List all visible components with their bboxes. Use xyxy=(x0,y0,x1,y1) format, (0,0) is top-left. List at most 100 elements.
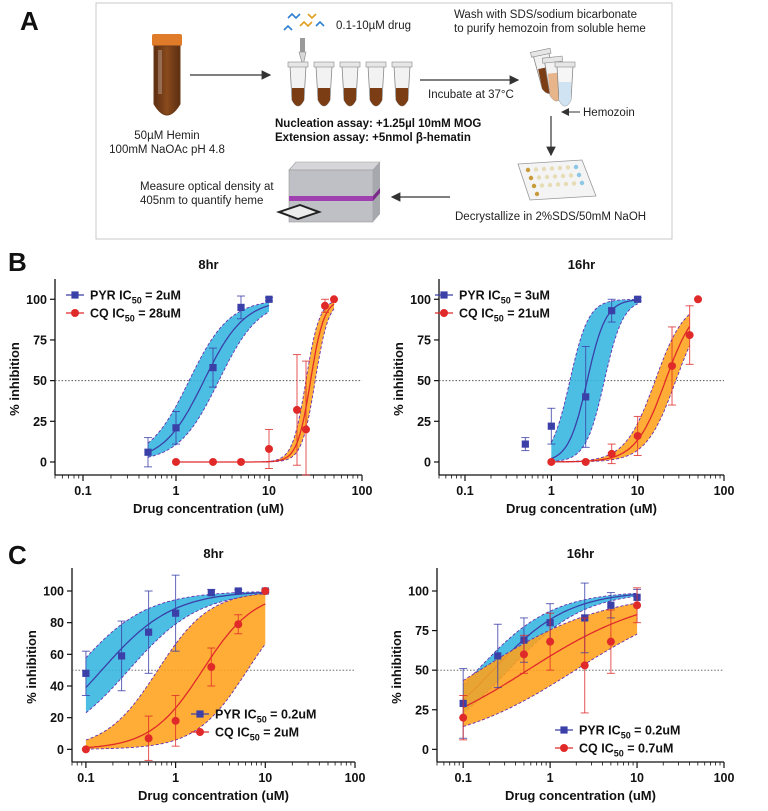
cq-fit-line xyxy=(176,303,335,463)
pyr-data-point xyxy=(82,669,90,677)
cq-data-point xyxy=(694,295,703,304)
drug-molecule-icon xyxy=(283,12,325,31)
panel-letter-c: C xyxy=(8,540,27,570)
x-tick-label: 10 xyxy=(262,484,276,498)
tube-rack-icon xyxy=(287,61,413,107)
cq-data-point xyxy=(261,587,270,595)
pyr-confidence-band xyxy=(148,302,269,458)
cq-data-point xyxy=(459,713,468,722)
cq-data-point xyxy=(209,457,218,466)
panel-a-workflow: 50µM Hemin 100mM NaOAc pH 4.8 0.1-10µM d… xyxy=(0,0,768,245)
y-tick-label: 100 xyxy=(43,585,64,599)
cq-data-point xyxy=(264,444,273,453)
y-tick-label: 60 xyxy=(50,648,64,662)
y-tick-label: 75 xyxy=(417,333,431,347)
pyr-confidence-band xyxy=(551,299,638,462)
cq-band-upper xyxy=(551,313,690,463)
pyr-fit-line xyxy=(551,299,638,460)
chart-title: 16hr xyxy=(568,257,595,272)
x-axis-label: Drug concentration (uM) xyxy=(506,501,657,516)
y-tick-label: 25 xyxy=(417,415,431,429)
x-axis-label: Drug concentration (uM) xyxy=(138,788,289,803)
x-axis-label: Drug concentration (uM) xyxy=(505,788,656,803)
legend-marker-pyr xyxy=(560,726,568,734)
cq-data-point xyxy=(171,457,180,466)
y-tick-label: 0 xyxy=(424,455,431,469)
cq-data-point xyxy=(519,650,528,659)
extension-text: Extension assay: +5nmol β-hematin xyxy=(275,132,471,144)
y-tick-label: 0 xyxy=(422,743,429,757)
legend-label-pyr: PYR IC50 = 0.2uM xyxy=(579,724,680,741)
cq-fit-line xyxy=(551,326,691,463)
cq-data-point xyxy=(668,361,677,370)
pyr-data-point xyxy=(265,295,273,303)
legend-label-pyr: PYR IC50 = 0.2uM xyxy=(215,708,316,725)
x-tick-label: 0.1 xyxy=(74,484,91,498)
chart-c-8hr: 8hr 0 20 40 60 80 100 0.1 1 10 100 Drug concentrati… xyxy=(24,546,366,803)
cq-data-point xyxy=(171,716,180,725)
cq-data-point xyxy=(633,601,642,610)
x-axis-label: Drug concentration (uM) xyxy=(133,501,284,516)
cq-data-point xyxy=(292,405,301,414)
pyr-data-point xyxy=(117,652,126,660)
pyr-confidence-band xyxy=(85,591,266,713)
cq-data-point xyxy=(607,449,616,458)
cq-data-point xyxy=(581,457,590,466)
nucleation-text: Nucleation assay: +1.25µl 10mM MOG xyxy=(275,118,481,130)
x-tick-label: 1 xyxy=(547,771,554,785)
pyr-data-point xyxy=(234,587,242,595)
cq-data-point xyxy=(547,457,556,466)
legend-label-pyr: PYR IC50 = 3uM xyxy=(459,289,550,306)
x-tick-label: 100 xyxy=(345,771,366,785)
pyr-data-point xyxy=(171,609,180,617)
cq-data-point xyxy=(606,637,615,646)
cq-data-point xyxy=(207,663,216,671)
legend-marker-cq xyxy=(560,744,568,752)
legend-marker-pyr xyxy=(71,291,79,299)
cq-data-point xyxy=(144,734,153,743)
y-tick-label: 25 xyxy=(415,703,429,717)
x-tick-label: 10 xyxy=(631,484,645,498)
y-axis-label: % inhibition xyxy=(391,342,406,416)
hemozoin-tubes-icon xyxy=(530,47,576,107)
x-tick-label: 0.1 xyxy=(456,484,473,498)
pyr-band-upper xyxy=(147,301,270,444)
cq-data-point xyxy=(234,620,243,629)
pyr-band-lower xyxy=(147,311,270,458)
workflow-diagram: 50µM Hemin 100mM NaOAc pH 4.8 0.1-10µM d… xyxy=(95,2,673,240)
pyr-data-point xyxy=(172,424,180,432)
legend-label-cq: CQ IC50 = 21uM xyxy=(459,307,550,324)
panel-a-frame xyxy=(95,2,673,240)
panel-letter-b: B xyxy=(8,247,27,277)
legend-marker-pyr xyxy=(196,710,204,718)
cq-confidence-band xyxy=(551,314,690,462)
hemin-text-1: 50µM Hemin xyxy=(134,130,199,142)
y-tick-label: 50 xyxy=(415,664,429,678)
x-tick-label: 100 xyxy=(714,771,735,785)
plate-reader-icon xyxy=(276,161,381,223)
hemozoin-text: Hemozoin xyxy=(583,107,635,119)
cq-data-point xyxy=(685,331,694,340)
drug-label: 0.1-10µM drug xyxy=(336,20,411,32)
pyr-data-point xyxy=(634,295,642,303)
x-tick-label: 0.1 xyxy=(454,771,471,785)
cq-band-upper xyxy=(85,593,266,741)
hemin-text-2: 100mM NaOAc pH 4.8 xyxy=(109,144,225,156)
y-tick-label: 0 xyxy=(57,743,64,757)
x-tick-label: 100 xyxy=(352,484,373,498)
y-tick-label: 75 xyxy=(33,333,47,347)
pyr-fit-line xyxy=(147,304,270,453)
y-tick-label: 80 xyxy=(50,616,64,630)
legend-marker-cq xyxy=(71,309,79,317)
chart-c-16hr: 16hr 0 25 50 75 100 0.1 1 10 100 Drug concentratio… xyxy=(389,546,735,803)
pyr-data-point xyxy=(237,303,245,312)
pipette-icon xyxy=(298,38,307,67)
pyr-band-upper xyxy=(85,591,266,659)
y-tick-label: 25 xyxy=(33,415,47,429)
decrystallize-text: Decrystallize in 2%SDS/50mM NaOH xyxy=(455,211,646,223)
chart-b-16hr: 16hr 0 25 50 75 100 0.1 1 10 100 Drug concentratio… xyxy=(391,257,734,516)
pyr-data-point xyxy=(521,440,529,448)
pyr-data-point xyxy=(608,307,616,315)
legend-marker-cq xyxy=(196,728,204,736)
x-tick-label: 0.1 xyxy=(77,771,94,785)
